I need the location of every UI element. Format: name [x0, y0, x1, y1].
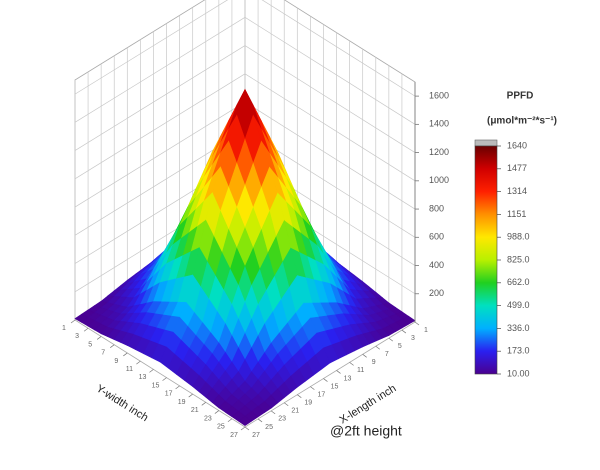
- x-tick: [310, 386, 315, 390]
- x-tick: [336, 370, 341, 374]
- colorbar-tick-label: 10.00: [507, 368, 530, 378]
- colorbar-tick-label: 1151: [507, 209, 526, 219]
- x-tick-label: 3: [411, 335, 415, 342]
- grid-line: [244, 17, 416, 125]
- z-tick-label: 1200: [429, 147, 449, 157]
- surface-patch: [237, 415, 253, 426]
- x-tick-label: 13: [344, 375, 352, 382]
- x-tick: [270, 410, 276, 415]
- y-tick-label: 21: [191, 407, 199, 414]
- colorbar-tick-label: 336.0: [507, 323, 530, 333]
- y-tick: [70, 319, 76, 324]
- y-tick-label: 15: [152, 382, 160, 389]
- z-tick-label: 800: [429, 203, 444, 213]
- colorbar-tick-label: 1640: [507, 140, 527, 150]
- x-tick: [323, 378, 328, 382]
- surface: [74, 88, 416, 426]
- colorbar: [474, 145, 498, 375]
- x-tick-label: 1: [424, 327, 428, 334]
- y-tick-label: 7: [101, 350, 105, 357]
- z-tick-label: 1400: [429, 119, 449, 129]
- x-tick-label: 5: [398, 343, 402, 350]
- grid-line: [74, 101, 246, 208]
- x-tick: [244, 426, 250, 431]
- y-tick-label: 1: [62, 325, 66, 332]
- z-tick-label: 1000: [429, 175, 449, 185]
- x-tick-label: 27: [252, 432, 260, 439]
- x-tick-label: 21: [291, 408, 299, 415]
- grid-line: [244, 101, 416, 210]
- y-tick: [136, 360, 141, 365]
- z-tick-label: 200: [429, 288, 444, 298]
- grid-line: [261, 0, 416, 97]
- grid-line: [244, 45, 416, 153]
- colorbar-tick-label: 1314: [507, 186, 527, 196]
- x-tick: [349, 362, 354, 366]
- y-tick: [188, 393, 193, 398]
- colorbar-unit: (μmol*m⁻²*s⁻¹): [487, 116, 557, 127]
- y-axis-title: Y-width inch: [94, 383, 150, 425]
- grid-line: [74, 17, 246, 123]
- z-tick-label: 400: [429, 260, 444, 270]
- x-axis-title: X-length inch: [337, 382, 398, 426]
- y-tick-label: 27: [230, 432, 238, 439]
- y-tick-label: 5: [88, 341, 92, 348]
- y-tick-label: 13: [139, 374, 147, 381]
- z-tick-label: 1600: [429, 90, 449, 100]
- y-tick-label: 23: [204, 415, 212, 422]
- x-tick-label: 25: [265, 424, 273, 431]
- colorbar-tick-label: 825.0: [507, 254, 530, 264]
- y-tick: [201, 402, 206, 406]
- x-tick-label: 15: [331, 383, 339, 390]
- y-tick: [96, 336, 102, 340]
- x-tick: [257, 418, 263, 423]
- colorbar-tick-label: 988.0: [507, 232, 530, 242]
- z-tick-label: 600: [429, 232, 444, 242]
- x-tick: [401, 329, 407, 334]
- colorbar-tick-label: 1477: [507, 163, 527, 173]
- y-tick-label: 19: [178, 399, 186, 406]
- x-tick: [375, 345, 380, 350]
- grid-line: [74, 73, 246, 180]
- colorbar-tick-label: 499.0: [507, 300, 530, 310]
- x-tick: [284, 402, 289, 407]
- y-tick: [227, 418, 233, 423]
- grid-line: [74, 0, 229, 95]
- colorbar-tick-label: 662.0: [507, 277, 530, 287]
- colorbar-tick-label: 173.0: [507, 346, 530, 356]
- y-tick-label: 3: [75, 333, 79, 340]
- annotation: @2ft height: [330, 423, 402, 439]
- x-tick-label: 7: [385, 351, 389, 358]
- x-tick-label: 11: [357, 367, 364, 374]
- y-tick: [149, 369, 154, 373]
- y-tick: [214, 410, 220, 414]
- grid-line: [74, 45, 246, 151]
- x-tick: [388, 337, 394, 342]
- y-tick: [162, 377, 167, 381]
- grid-line: [244, 73, 416, 182]
- y-tick: [240, 426, 246, 431]
- x-tick-label: 9: [372, 359, 376, 366]
- y-tick: [175, 385, 180, 390]
- y-tick-label: 9: [114, 358, 118, 365]
- y-tick-label: 25: [217, 424, 225, 431]
- x-tick: [414, 321, 420, 326]
- colorbar-title: PPFD: [507, 91, 534, 102]
- x-tick-label: 17: [317, 391, 325, 398]
- y-tick-label: 11: [126, 366, 133, 373]
- x-tick: [362, 354, 367, 358]
- x-tick-label: 19: [304, 400, 312, 407]
- x-tick-label: 23: [278, 416, 286, 423]
- y-tick: [83, 327, 89, 332]
- y-tick: [110, 344, 115, 348]
- x-tick: [297, 394, 302, 398]
- y-tick-label: 17: [165, 391, 173, 398]
- y-tick: [123, 352, 128, 357]
- colorbar-cap: [474, 139, 498, 147]
